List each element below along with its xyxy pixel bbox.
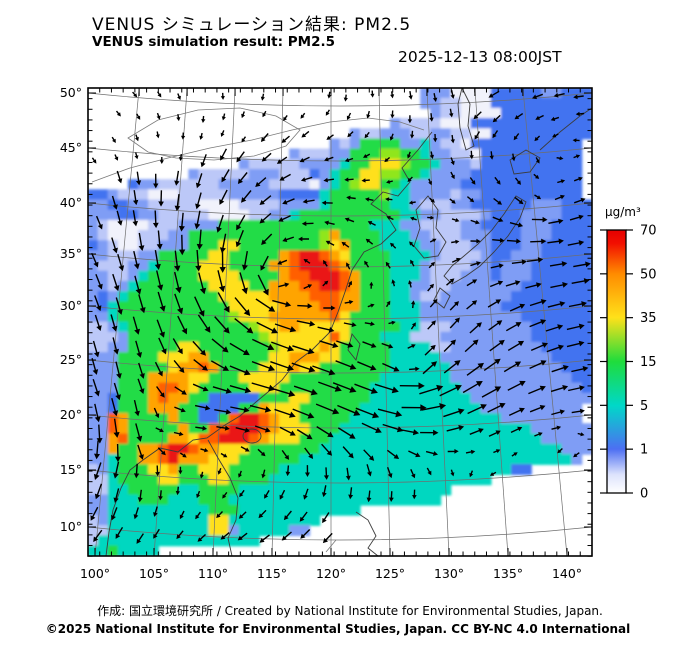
x-axis-tick-label: 125° bbox=[375, 566, 405, 581]
footer-credit: 作成: 国立環境研究所 / Created by National Instit… bbox=[97, 604, 603, 618]
simulation-timestamp: 2025-12-13 08:00JST bbox=[398, 48, 562, 66]
colorbar-tick-label: 5 bbox=[640, 399, 648, 414]
colorbar-tick-label: 70 bbox=[640, 224, 657, 239]
colorbar: µg/m³ 70 50 35 15 5 1 0 bbox=[600, 205, 657, 502]
footer-license: ©2025 National Institute for Environment… bbox=[45, 622, 631, 636]
y-axis-tick-label: 30° bbox=[60, 298, 82, 313]
x-axis-tick-label: 135° bbox=[493, 566, 523, 581]
colorbar-tick-label: 0 bbox=[640, 487, 648, 502]
y-axis-tick-label: 40° bbox=[60, 195, 82, 210]
colorbar-tick-label: 35 bbox=[640, 311, 657, 326]
colorbar-tick-label: 50 bbox=[640, 267, 657, 282]
x-axis-tick-label: 110° bbox=[198, 566, 228, 581]
y-axis-tick-label: 15° bbox=[60, 462, 82, 477]
y-axis-tick-label: 50° bbox=[60, 85, 82, 100]
y-axis-tick-label: 10° bbox=[60, 519, 82, 534]
colorbar-unit-label: µg/m³ bbox=[605, 205, 641, 219]
y-axis-tick-label: 25° bbox=[60, 352, 82, 367]
wind-vector-layer bbox=[90, 90, 591, 544]
y-axis-tick-label: 45° bbox=[60, 140, 82, 155]
x-axis-tick-label: 100° bbox=[80, 566, 110, 581]
x-axis-tick-label: 140° bbox=[552, 566, 582, 581]
y-axis-tick-label: 20° bbox=[60, 407, 82, 422]
y-axis-tick-label: 35° bbox=[60, 246, 82, 261]
x-axis-tick-label: 120° bbox=[316, 566, 346, 581]
x-axis-tick-label: 105° bbox=[139, 566, 169, 581]
pm25-heatmap-layer bbox=[88, 88, 592, 556]
page-title-english: VENUS simulation result: PM2.5 bbox=[92, 34, 335, 50]
page-title-japanese: VENUS シミュレーション結果: PM2.5 bbox=[92, 15, 412, 35]
x-axis-tick-label: 115° bbox=[257, 566, 287, 581]
x-axis-tick-label: 130° bbox=[434, 566, 464, 581]
axes-layer: 100° 105° 110° 115° 120° 125° 130° 135° 140° 50° 4… bbox=[60, 85, 593, 581]
colorbar-tick-label: 15 bbox=[640, 355, 657, 370]
colorbar-tick-label: 1 bbox=[640, 443, 648, 458]
